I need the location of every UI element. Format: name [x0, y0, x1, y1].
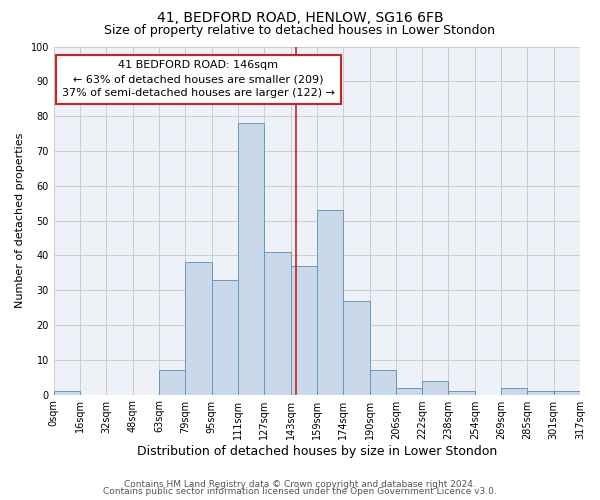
X-axis label: Distribution of detached houses by size in Lower Stondon: Distribution of detached houses by size … — [137, 444, 497, 458]
Bar — [159, 370, 185, 394]
Text: 41, BEDFORD ROAD, HENLOW, SG16 6FB: 41, BEDFORD ROAD, HENLOW, SG16 6FB — [157, 11, 443, 25]
Bar — [396, 388, 422, 394]
Bar — [185, 262, 212, 394]
Bar — [448, 391, 475, 394]
Text: Contains public sector information licensed under the Open Government Licence v3: Contains public sector information licen… — [103, 487, 497, 496]
Bar — [264, 252, 290, 394]
Bar — [212, 280, 238, 394]
Bar — [527, 391, 554, 394]
Bar — [54, 391, 80, 394]
Text: Contains HM Land Registry data © Crown copyright and database right 2024.: Contains HM Land Registry data © Crown c… — [124, 480, 476, 489]
Text: Size of property relative to detached houses in Lower Stondon: Size of property relative to detached ho… — [104, 24, 496, 37]
Bar — [422, 380, 448, 394]
Text: 41 BEDFORD ROAD: 146sqm
← 63% of detached houses are smaller (209)
37% of semi-d: 41 BEDFORD ROAD: 146sqm ← 63% of detache… — [62, 60, 335, 98]
Y-axis label: Number of detached properties: Number of detached properties — [15, 133, 25, 308]
Bar — [501, 388, 527, 394]
Bar — [370, 370, 396, 394]
Bar — [554, 391, 580, 394]
Bar — [290, 266, 317, 394]
Bar — [343, 300, 370, 394]
Bar — [238, 123, 264, 394]
Bar — [317, 210, 343, 394]
